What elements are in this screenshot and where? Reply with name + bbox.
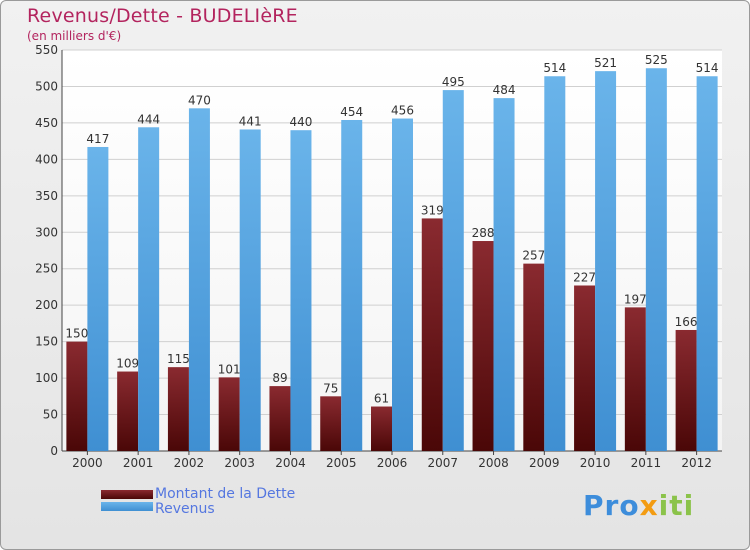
y-tick-label: 300 — [35, 225, 58, 239]
x-tick-label: 2005 — [326, 456, 357, 470]
data-label-debt: 75 — [323, 381, 338, 395]
x-tick-label: 2008 — [478, 456, 509, 470]
bar-debt — [269, 386, 291, 451]
data-label-debt: 109 — [116, 357, 139, 371]
x-tick-label: 2004 — [275, 456, 306, 470]
y-tick-label: 100 — [35, 371, 58, 385]
data-label-debt: 101 — [218, 362, 241, 376]
bar-debt — [624, 307, 646, 451]
data-label-revenue: 514 — [696, 61, 719, 75]
bar-debt — [117, 371, 139, 451]
bar-revenue — [595, 71, 617, 451]
y-tick-label: 200 — [35, 298, 58, 312]
y-tick-label: 0 — [50, 444, 58, 458]
y-tick-label: 350 — [35, 189, 58, 203]
data-label-debt: 166 — [675, 315, 698, 329]
legend-label-debt: Montant de la Dette — [155, 486, 296, 502]
y-tick-label: 500 — [35, 79, 58, 93]
data-label-revenue: 441 — [239, 114, 262, 128]
bar-debt — [523, 263, 545, 451]
bar-revenue — [290, 130, 312, 451]
x-tick-label: 2007 — [427, 456, 458, 470]
y-tick-label: 250 — [35, 262, 58, 276]
data-label-revenue: 454 — [340, 105, 363, 119]
data-label-debt: 257 — [522, 249, 545, 263]
data-label-debt: 197 — [624, 292, 647, 306]
data-label-debt: 115 — [167, 352, 190, 366]
bar-debt — [675, 329, 697, 451]
x-tick-label: 2003 — [224, 456, 255, 470]
chart-title: Revenus/Dette - BUDELIèRE — [27, 5, 298, 27]
bar-debt — [320, 396, 342, 451]
data-label-revenue: 417 — [86, 132, 109, 146]
bar-revenue — [493, 98, 515, 452]
x-tick-label: 2012 — [681, 456, 712, 470]
bar-revenue — [188, 108, 210, 451]
bar-debt — [574, 285, 596, 451]
bar-revenue — [138, 127, 160, 452]
bar-revenue — [696, 76, 718, 451]
bar-revenue — [392, 118, 413, 451]
data-label-revenue: 470 — [188, 93, 211, 107]
y-tick-label: 450 — [35, 116, 58, 130]
x-tick-label: 2002 — [174, 456, 205, 470]
y-tick-label: 550 — [35, 43, 58, 57]
data-label-revenue: 514 — [543, 61, 566, 75]
bar-revenue — [645, 68, 667, 452]
data-label-revenue: 495 — [442, 75, 465, 89]
data-label-revenue: 484 — [493, 83, 516, 97]
bar-debt — [66, 341, 88, 451]
x-tick-label: 2009 — [529, 456, 560, 470]
data-label-debt: 288 — [472, 226, 495, 240]
legend-swatch-revenue — [101, 502, 153, 511]
x-tick-label: 2010 — [580, 456, 611, 470]
chart-subtitle: (en milliers d'€) — [27, 29, 122, 43]
data-label-debt: 319 — [421, 203, 444, 217]
data-label-revenue: 440 — [290, 115, 313, 129]
y-tick-label: 150 — [35, 335, 58, 349]
bar-debt — [371, 406, 392, 451]
bar-revenue — [544, 76, 566, 451]
bar-revenue — [87, 146, 109, 451]
bar-revenue — [239, 129, 261, 452]
x-tick-label: 2001 — [123, 456, 154, 470]
data-label-revenue: 444 — [137, 112, 160, 126]
legend-label-revenue: Revenus — [155, 501, 215, 517]
proxiti-logo: Proxiti — [583, 489, 695, 522]
data-label-debt: 227 — [573, 270, 596, 284]
data-label-revenue: 456 — [391, 104, 414, 118]
y-tick-label: 400 — [35, 152, 58, 166]
bar-debt — [421, 218, 443, 451]
data-label-debt: 150 — [65, 327, 88, 341]
x-tick-label: 2000 — [72, 456, 103, 470]
y-tick-label: 50 — [43, 408, 58, 422]
bar-debt — [472, 241, 494, 451]
x-tick-label: 2006 — [377, 456, 408, 470]
data-label-revenue: 521 — [594, 56, 617, 70]
legend-swatch-debt — [101, 490, 153, 499]
x-tick-label: 2011 — [631, 456, 662, 470]
data-label-revenue: 525 — [645, 53, 668, 67]
bar-revenue — [442, 90, 464, 451]
bar-debt — [167, 367, 189, 451]
bar-revenue — [341, 119, 363, 451]
data-label-debt: 89 — [272, 371, 287, 385]
data-label-debt: 61 — [374, 392, 389, 406]
bar-debt — [218, 377, 240, 451]
